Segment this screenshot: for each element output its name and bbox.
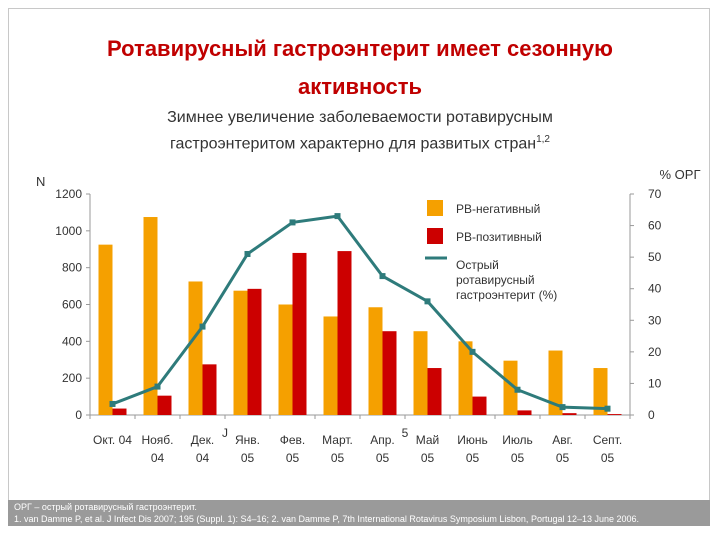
line-point	[289, 219, 296, 226]
bar-rv-positive	[517, 410, 532, 415]
right-tick-label: 50	[648, 250, 662, 264]
line-point	[424, 298, 431, 305]
left-axis-label: N	[36, 174, 45, 189]
left-tick-label: 1000	[55, 224, 82, 238]
legend-label: РВ-позитивный	[456, 230, 542, 244]
slide-title: Ротавирусный гастроэнтерит имеет сезонну…	[0, 30, 720, 106]
left-tick-label: 200	[62, 371, 82, 385]
right-tick-label: 60	[648, 219, 662, 233]
footer-references: 1. van Damme P, et al. J Infect Dis 2007…	[14, 514, 640, 524]
subtitle-line-1: Зимнее увеличение заболеваемости ротавир…	[167, 109, 553, 126]
bar-rv-negative	[278, 304, 293, 415]
right-tick-label: 70	[648, 187, 662, 201]
x-tick-label-year: 05	[331, 451, 345, 465]
x-tick-label-year: 05	[286, 451, 300, 465]
title-line-2: активность	[297, 74, 423, 99]
x-tick-label: Май	[416, 433, 440, 447]
bar-rv-positive	[562, 413, 577, 415]
right-axis-label: % ОРГ	[660, 167, 701, 182]
x-tick-label-year: 05	[466, 451, 480, 465]
x-tick-label: Июнь	[457, 433, 488, 447]
bar-rv-negative	[413, 331, 428, 415]
legend-label: РВ-негативный	[456, 202, 540, 216]
x-tick-label: Фев.	[280, 433, 306, 447]
x-tick-label-year: 05	[556, 451, 570, 465]
bar-rv-negative	[233, 290, 248, 415]
right-tick-label: 10	[648, 376, 662, 390]
subtitle-line-2: гастроэнтеритом характерно для развитых …	[0, 129, 720, 155]
legend-label: гастроэнтерит (%)	[456, 288, 557, 302]
line-point	[334, 213, 341, 220]
bar-rv-positive	[112, 408, 127, 415]
x-tick-label-year: 05	[421, 451, 435, 465]
legend-swatch	[427, 228, 443, 244]
subtitle-reference: 1,2	[536, 134, 550, 145]
x-tick-label: Июль	[502, 433, 533, 447]
bar-rv-positive	[607, 414, 622, 415]
bar-rv-negative	[503, 360, 518, 415]
bar-rv-negative	[593, 368, 608, 415]
line-point	[469, 348, 476, 355]
x-tick-label-year: 05	[601, 451, 615, 465]
slide-subtitle: Зимнее увеличение заболеваемости ротавир…	[0, 107, 720, 155]
x-tick-label-year: 04	[196, 451, 210, 465]
line-point	[154, 383, 161, 390]
bar-rv-positive	[247, 288, 262, 415]
x-tick-label: Янв.	[235, 433, 260, 447]
x-tick-label-year: 04	[151, 451, 165, 465]
line-point	[109, 400, 116, 407]
bar-rv-positive	[427, 368, 442, 415]
x-tick-label: Окт. 04	[93, 433, 132, 447]
bar-rv-negative	[323, 316, 338, 415]
legend-swatch	[427, 200, 443, 216]
x-tick-label-year: 05	[241, 451, 255, 465]
bar-rv-negative	[188, 281, 203, 415]
line-point	[199, 323, 206, 330]
bar-rv-negative	[98, 244, 113, 415]
bar-rv-positive	[202, 364, 217, 415]
line-point	[559, 404, 566, 411]
bar-rv-positive	[382, 331, 397, 415]
legend-label: Острый	[456, 258, 499, 272]
axis-annotation: J	[222, 426, 228, 440]
right-tick-label: 30	[648, 313, 662, 327]
x-tick-label-year: 05	[376, 451, 390, 465]
right-tick-label: 0	[648, 408, 655, 422]
line-point	[379, 273, 386, 280]
footer: ОРГ – острый ротавирусный гастроэнтерит.…	[8, 500, 710, 526]
bar-rv-negative	[548, 350, 563, 415]
bar-rv-positive	[472, 396, 487, 415]
x-tick-label: Апр.	[370, 433, 395, 447]
line-point	[514, 386, 521, 393]
right-tick-label: 40	[648, 282, 662, 296]
x-tick-label: Март.	[322, 433, 353, 447]
line-point	[604, 405, 611, 412]
line-acute-rv-ge	[111, 214, 608, 411]
left-tick-label: 1200	[55, 187, 82, 201]
x-tick-label: Авг.	[552, 433, 573, 447]
bar-rv-negative	[143, 217, 158, 415]
left-tick-label: 800	[62, 261, 82, 275]
x-tick-label: Нояб.	[141, 433, 173, 447]
title-line-1: Ротавирусный гастроэнтерит имеет сезонну…	[107, 36, 613, 61]
x-tick-label-year: 05	[511, 451, 525, 465]
x-tick-label: Септ.	[593, 433, 622, 447]
x-tick-label: Дек.	[191, 433, 214, 447]
subtitle-line-2-text: гастроэнтеритом характерно для развитых …	[169, 135, 537, 153]
left-tick-label: 400	[62, 334, 82, 348]
bar-rv-negative	[368, 307, 383, 415]
left-tick-label: 0	[75, 408, 82, 422]
left-tick-label: 600	[62, 298, 82, 312]
bar-rv-positive	[292, 252, 307, 415]
legend-label: ротавирусный	[456, 273, 535, 287]
bar-rv-positive	[157, 395, 172, 415]
bar-rv-negative	[458, 341, 473, 415]
bar-rv-positive	[337, 251, 352, 415]
line-point	[244, 250, 251, 257]
right-tick-label: 20	[648, 345, 662, 359]
footer-abbreviation: ОРГ – острый ротавирусный гастроэнтерит.	[14, 502, 197, 512]
axis-annotation: 5	[402, 426, 409, 440]
